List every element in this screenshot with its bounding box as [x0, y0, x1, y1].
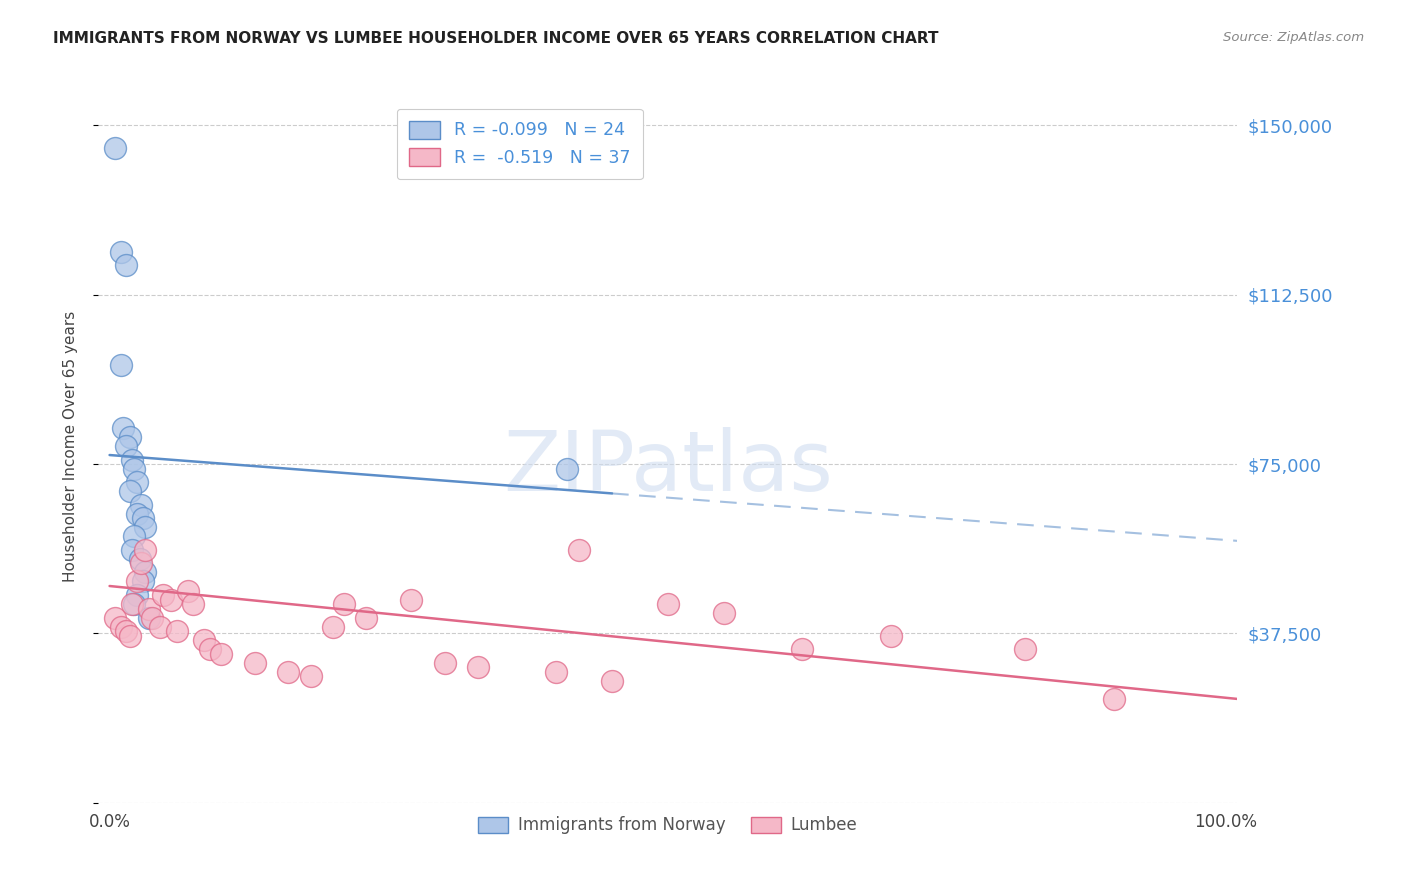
Point [129, 498, 152, 512]
Point [183, 597, 205, 611]
Point [138, 610, 160, 624]
Point [166, 624, 188, 639]
Point [277, 665, 299, 679]
Point [433, 656, 456, 670]
Y-axis label: Householder Income Over 65 years: Householder Income Over 65 years [63, 310, 77, 582]
Point [399, 592, 422, 607]
Point [467, 660, 489, 674]
Text: Source: ZipAtlas.com: Source: ZipAtlas.com [1223, 31, 1364, 45]
Legend: Immigrants from Norway, Lumbee: Immigrants from Norway, Lumbee [471, 810, 865, 841]
Point [1104, 692, 1126, 706]
Point [129, 557, 152, 571]
Point [299, 669, 322, 683]
Point [600, 673, 623, 688]
Point [118, 629, 141, 643]
Point [115, 258, 138, 272]
Point [127, 475, 149, 490]
Point [141, 610, 163, 624]
Point [127, 588, 149, 602]
Point [322, 620, 344, 634]
Point [713, 606, 735, 620]
Point [177, 583, 200, 598]
Point [115, 439, 138, 453]
Point [110, 244, 132, 259]
Point [557, 461, 579, 475]
Point [546, 665, 568, 679]
Point [149, 620, 172, 634]
Point [356, 610, 378, 624]
Point [193, 633, 215, 648]
Point [110, 358, 132, 372]
Point [880, 629, 903, 643]
Point [122, 529, 145, 543]
Text: IMMIGRANTS FROM NORWAY VS LUMBEE HOUSEHOLDER INCOME OVER 65 YEARS CORRELATION CH: IMMIGRANTS FROM NORWAY VS LUMBEE HOUSEHO… [53, 31, 939, 46]
Point [198, 642, 221, 657]
Point [118, 484, 141, 499]
Point [657, 597, 679, 611]
Point [122, 597, 145, 611]
Point [132, 511, 155, 525]
Point [134, 520, 156, 534]
Point [1014, 642, 1036, 657]
Point [115, 624, 138, 639]
Point [160, 592, 183, 607]
Point [121, 542, 143, 557]
Point [121, 452, 143, 467]
Point [104, 610, 127, 624]
Point [243, 656, 266, 670]
Point [134, 566, 156, 580]
Point [127, 507, 149, 521]
Point [134, 542, 156, 557]
Point [121, 597, 143, 611]
Point [122, 461, 145, 475]
Text: ZIPatlas: ZIPatlas [503, 427, 832, 508]
Point [128, 552, 150, 566]
Point [132, 574, 155, 589]
Point [111, 421, 134, 435]
Point [104, 141, 127, 155]
Point [567, 542, 589, 557]
Point [127, 574, 149, 589]
Point [110, 620, 132, 634]
Point [790, 642, 813, 657]
Point [209, 647, 232, 661]
Point [118, 430, 141, 444]
Point [333, 597, 356, 611]
Point [152, 588, 174, 602]
Point [138, 601, 160, 615]
